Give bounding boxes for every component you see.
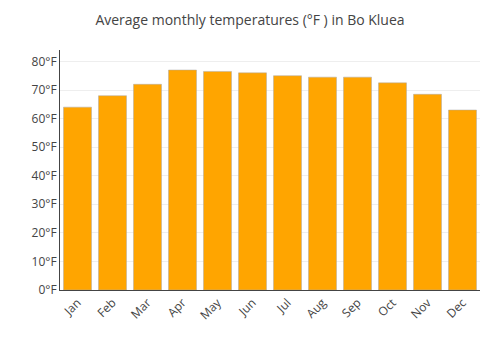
- svg-text:Sep: Sep: [338, 294, 365, 321]
- svg-text:Jul: Jul: [272, 294, 294, 316]
- svg-text:Dec: Dec: [443, 294, 470, 321]
- svg-text:0°F: 0°F: [38, 281, 56, 298]
- svg-text:Feb: Feb: [93, 294, 119, 320]
- svg-text:70°F: 70°F: [32, 81, 57, 98]
- svg-text:Average monthly temperatures (: Average monthly temperatures (°F ) in Bo…: [95, 10, 404, 29]
- svg-text:May: May: [196, 294, 225, 323]
- svg-text:80°F: 80°F: [32, 53, 57, 70]
- svg-text:30°F: 30°F: [32, 195, 57, 212]
- svg-text:60°F: 60°F: [32, 110, 57, 127]
- svg-text:50°F: 50°F: [32, 138, 57, 155]
- svg-text:Jun: Jun: [234, 294, 259, 319]
- svg-text:Oct: Oct: [374, 294, 400, 320]
- svg-text:20°F: 20°F: [32, 224, 57, 241]
- svg-text:Nov: Nov: [407, 294, 435, 322]
- svg-text:Jan: Jan: [60, 294, 85, 319]
- svg-text:40°F: 40°F: [32, 167, 57, 184]
- svg-text:Aug: Aug: [302, 294, 330, 322]
- svg-text:Mar: Mar: [127, 294, 155, 322]
- svg-text:Apr: Apr: [164, 294, 190, 320]
- svg-text:10°F: 10°F: [32, 253, 57, 270]
